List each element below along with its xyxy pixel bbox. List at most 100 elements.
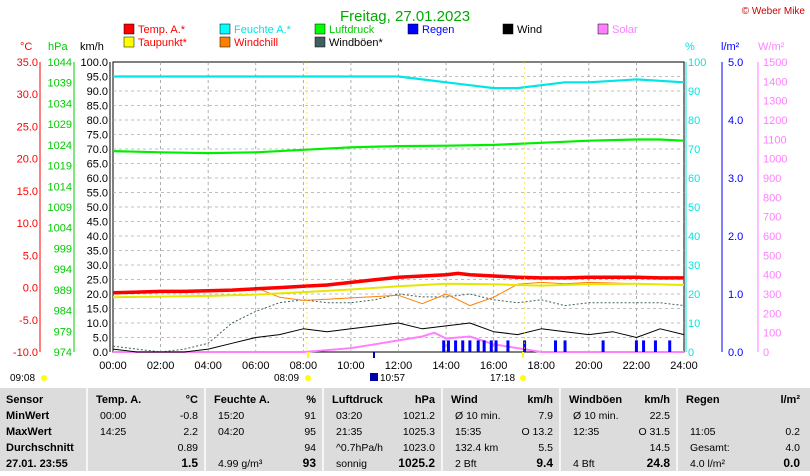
pressure-axis-tick: 989	[54, 285, 72, 297]
solar-axis-tick: 900	[763, 173, 781, 185]
table-cell-value: 1021.2	[403, 410, 435, 422]
pressure-axis-tick: 1004	[48, 223, 72, 235]
table-cell-note: 132.4 km	[455, 442, 498, 454]
temp-axis-tick: 30.0	[17, 89, 38, 101]
weather-chart: 35.0 30.0 25.0 20.0 15.0 10.0 5.0 0.0 -5.0 -10.0 1…	[10, 6, 805, 384]
table-header: Temp. A.	[96, 394, 141, 406]
humidity-axis-tick: 50	[688, 202, 700, 214]
rain-axis-tick: 0.0	[728, 347, 743, 359]
table-cell-value: 4.0	[785, 442, 800, 454]
wind-axis-tick: 65.0	[87, 159, 108, 171]
humidity-axis-tick: 90	[688, 86, 700, 98]
rain-bar	[601, 340, 605, 352]
table-header: Feuchte A.	[214, 394, 270, 406]
pressure-axis-tick: 1009	[48, 202, 72, 214]
solar-axis-tick: 1100	[763, 134, 787, 146]
solar-axis-tick: 300	[763, 289, 781, 301]
wind-axis-tick: 35.0	[87, 246, 108, 258]
humidity-axis-tick: 100	[688, 57, 706, 69]
temp-axis-tick: -5.0	[19, 315, 38, 327]
temp-axis-tick: 5.0	[23, 250, 38, 262]
solar-axis-tick: 100	[763, 328, 781, 340]
sun-max-label: 10:57	[380, 373, 405, 384]
solar-axis-tick: 1200	[763, 115, 787, 127]
left-time-label: 09:08	[10, 373, 35, 384]
sun-icon	[41, 375, 47, 381]
wind-axis-tick: 50.0	[87, 202, 108, 214]
table-header-unit: km/h	[527, 394, 553, 406]
table-cell-note: 2 Bft	[455, 458, 477, 470]
pressure-axis-tick: 984	[54, 306, 72, 318]
pressure-axis-tick: 974	[54, 347, 72, 359]
legend-label: Windböen*	[329, 37, 384, 49]
table-cell-note: sonnig	[336, 458, 367, 470]
table-header: Luftdruck	[332, 394, 384, 406]
solar-axis-tick: 800	[763, 192, 781, 204]
series-luftdruck-line	[112, 138, 685, 155]
time-axis-tick: 22:00	[623, 360, 651, 372]
legend-label: Taupunkt*	[138, 37, 188, 49]
table-row-label: Durchschnitt	[6, 442, 74, 454]
table-header: Sensor	[6, 394, 44, 406]
rain-axis-tick: 1.0	[728, 289, 743, 301]
temp-axis-tick: 25.0	[17, 121, 38, 133]
time-axis-tick: 00:00	[99, 360, 127, 372]
wind-axis-tick: 40.0	[87, 231, 108, 243]
table-cell-value: 1025.3	[403, 426, 435, 438]
pressure-axis-tick: 1044	[48, 57, 72, 69]
table-header: Regen	[686, 394, 720, 406]
pressure-axis-unit: hPa	[48, 41, 68, 53]
pressure-axis-tick: 994	[54, 264, 72, 276]
table-cell-note: ^0.7hPa/h	[336, 442, 383, 454]
legend-swatch	[123, 23, 135, 35]
table-cell-value: 95	[304, 426, 316, 438]
pressure-axis-tick: 999	[54, 243, 72, 255]
rain-bar	[653, 340, 657, 352]
time-axis-tick: 18:00	[527, 360, 555, 372]
temp-axis-tick: 35.0	[17, 57, 38, 69]
humidity-axis-tick: 10	[688, 318, 700, 330]
wind-axis-tick: 10.0	[87, 318, 108, 330]
series-taupunkt-line	[112, 282, 685, 299]
series-windb-en-line	[112, 293, 685, 353]
table-row-label: MaxWert	[6, 426, 52, 438]
pressure-axis-tick: 1039	[48, 78, 72, 90]
time-axis-tick: 06:00	[242, 360, 270, 372]
table-cell-value: 0.2	[785, 426, 800, 438]
table-cell-value: -0.8	[180, 410, 198, 422]
sun-max-icon	[370, 373, 378, 381]
table-cell-value: 0.89	[178, 442, 199, 454]
humidity-axis-tick: 0	[688, 347, 694, 359]
table-cell-value: 93	[303, 456, 317, 470]
legend-swatch	[407, 23, 419, 35]
wind-axis-tick: 15.0	[87, 304, 108, 316]
temp-axis-tick: 10.0	[17, 218, 38, 230]
table-cell-note: 11:05	[690, 426, 716, 438]
pressure-axis-tick: 979	[54, 326, 72, 338]
table-cell-note: 15:35	[455, 426, 481, 438]
wind-axis-tick: 70.0	[87, 144, 108, 156]
rain-axis-tick: 2.0	[728, 231, 743, 243]
rain-bar	[642, 340, 646, 352]
wind-axis-tick: 25.0	[87, 275, 108, 287]
rain-bar	[523, 340, 527, 352]
sunset-icon	[520, 375, 526, 381]
table-row-label: MinWert	[6, 410, 50, 422]
time-axis-tick: 02:00	[147, 360, 175, 372]
table-cell-value: 5.5	[538, 442, 553, 454]
time-axis-tick: 10:00	[337, 360, 365, 372]
solar-axis-tick: 400	[763, 270, 781, 282]
legend-swatch	[502, 23, 514, 35]
rain-axis-tick: 5.0	[728, 57, 743, 69]
table-cell-note: 4.99 g/m³	[218, 458, 263, 470]
table-header-unit: hPa	[415, 394, 436, 406]
legend-swatch	[597, 23, 609, 35]
solar-axis-tick: 200	[763, 308, 781, 320]
rain-bar	[476, 340, 480, 352]
temp-axis-tick: -10.0	[13, 347, 38, 359]
series-solar-line	[113, 331, 684, 353]
table-cell-value: 1.5	[181, 456, 198, 470]
statistics-table: Sensor Temp. A. °C Feuchte A.% Luftdruck hPa W…	[0, 388, 810, 471]
legend-swatch	[123, 36, 135, 48]
legend-label: Windchill	[234, 37, 278, 49]
